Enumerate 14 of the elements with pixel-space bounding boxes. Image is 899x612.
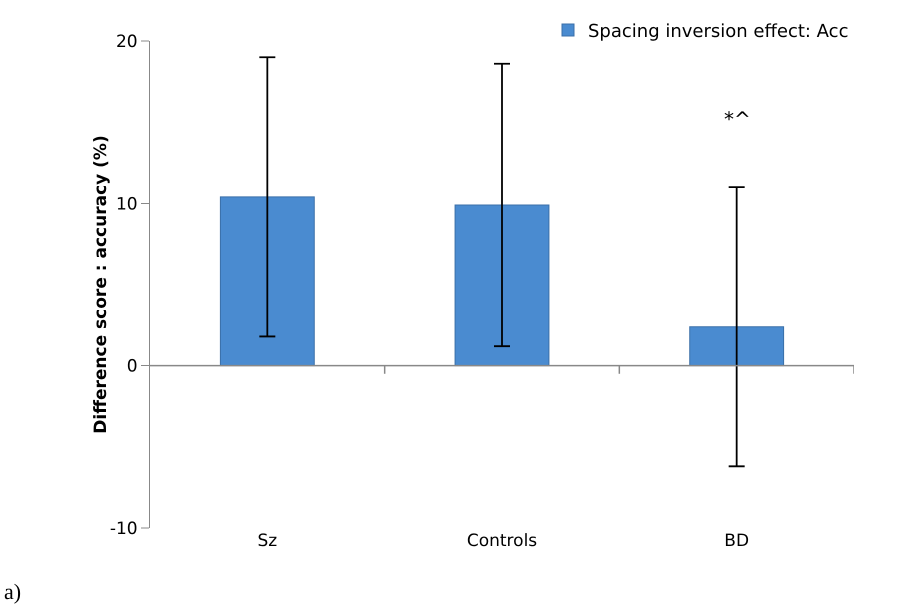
y-tick-label: 0 (126, 356, 138, 377)
bar (454, 204, 550, 366)
text: a) (4, 579, 22, 604)
legend-label: Spacing inversion effect: Acc (588, 21, 848, 42)
bar (689, 326, 784, 366)
x-tick-label: BD (724, 531, 750, 551)
annotation: *^ (724, 107, 751, 131)
y-tick-label: 20 (116, 32, 138, 52)
bar (220, 196, 315, 366)
y-axis-title: Difference score : accuracy (%) (91, 135, 111, 434)
x-tick-label: Sz (257, 531, 278, 551)
y-tick-label: 10 (116, 194, 138, 214)
y-tick-label: -10 (110, 518, 138, 539)
x-tick-label: Controls (466, 531, 538, 551)
